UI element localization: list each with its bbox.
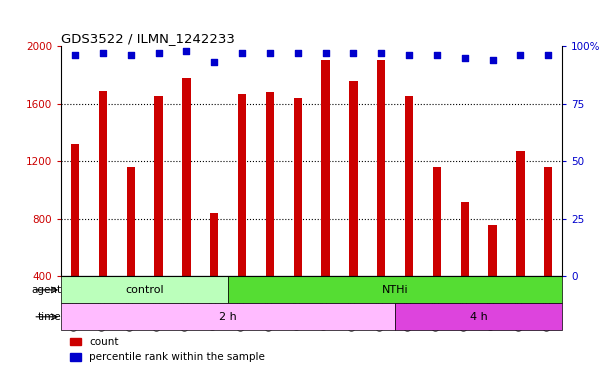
Legend: count, percentile rank within the sample: count, percentile rank within the sample bbox=[67, 333, 269, 366]
Bar bbox=[340, 276, 367, 305]
Bar bbox=[182, 78, 191, 276]
Point bbox=[348, 50, 358, 56]
Bar bbox=[210, 213, 218, 276]
Bar bbox=[145, 276, 172, 305]
Bar bbox=[155, 96, 163, 276]
Text: 2 h: 2 h bbox=[219, 312, 237, 322]
Bar bbox=[405, 96, 413, 276]
Point bbox=[181, 48, 191, 54]
Bar bbox=[117, 276, 145, 305]
Point bbox=[153, 50, 163, 56]
Point bbox=[126, 52, 136, 58]
Bar bbox=[71, 144, 79, 276]
Text: time: time bbox=[37, 312, 61, 322]
Bar bbox=[266, 92, 274, 276]
Bar bbox=[395, 276, 423, 305]
Bar bbox=[284, 276, 312, 305]
Text: agent: agent bbox=[31, 285, 61, 295]
Bar bbox=[516, 151, 524, 276]
Bar bbox=[61, 303, 395, 330]
Point bbox=[98, 50, 108, 56]
Bar bbox=[238, 94, 246, 276]
Bar bbox=[228, 276, 256, 305]
Bar bbox=[433, 167, 441, 276]
Bar bbox=[534, 276, 562, 305]
Bar bbox=[395, 303, 562, 330]
Point bbox=[237, 50, 247, 56]
Point bbox=[70, 52, 80, 58]
Bar bbox=[451, 276, 478, 305]
Bar bbox=[367, 276, 395, 305]
Bar bbox=[544, 167, 552, 276]
Bar bbox=[478, 276, 507, 305]
Point bbox=[404, 52, 414, 58]
Bar bbox=[293, 98, 302, 276]
Text: control: control bbox=[125, 285, 164, 295]
Bar bbox=[126, 167, 135, 276]
Bar bbox=[461, 202, 469, 276]
Bar bbox=[321, 61, 330, 276]
Bar bbox=[423, 276, 451, 305]
Bar bbox=[61, 276, 228, 303]
Point bbox=[265, 50, 275, 56]
Text: NTHi: NTHi bbox=[382, 285, 408, 295]
Point bbox=[210, 59, 219, 65]
Point bbox=[460, 55, 470, 61]
Bar bbox=[99, 91, 107, 276]
Point bbox=[516, 52, 525, 58]
Bar bbox=[172, 276, 200, 305]
Text: GDS3522 / ILMN_1242233: GDS3522 / ILMN_1242233 bbox=[61, 32, 235, 45]
Point bbox=[432, 52, 442, 58]
Bar bbox=[507, 276, 534, 305]
Bar bbox=[61, 276, 89, 305]
Bar bbox=[377, 61, 386, 276]
Bar bbox=[488, 225, 497, 276]
Bar bbox=[349, 81, 357, 276]
Point bbox=[488, 57, 497, 63]
Bar bbox=[228, 276, 562, 303]
Bar bbox=[256, 276, 284, 305]
Bar bbox=[89, 276, 117, 305]
Point bbox=[376, 50, 386, 56]
Point bbox=[543, 52, 553, 58]
Point bbox=[293, 50, 302, 56]
Text: 4 h: 4 h bbox=[470, 312, 488, 322]
Point bbox=[321, 50, 331, 56]
Bar bbox=[312, 276, 340, 305]
Bar bbox=[200, 276, 228, 305]
